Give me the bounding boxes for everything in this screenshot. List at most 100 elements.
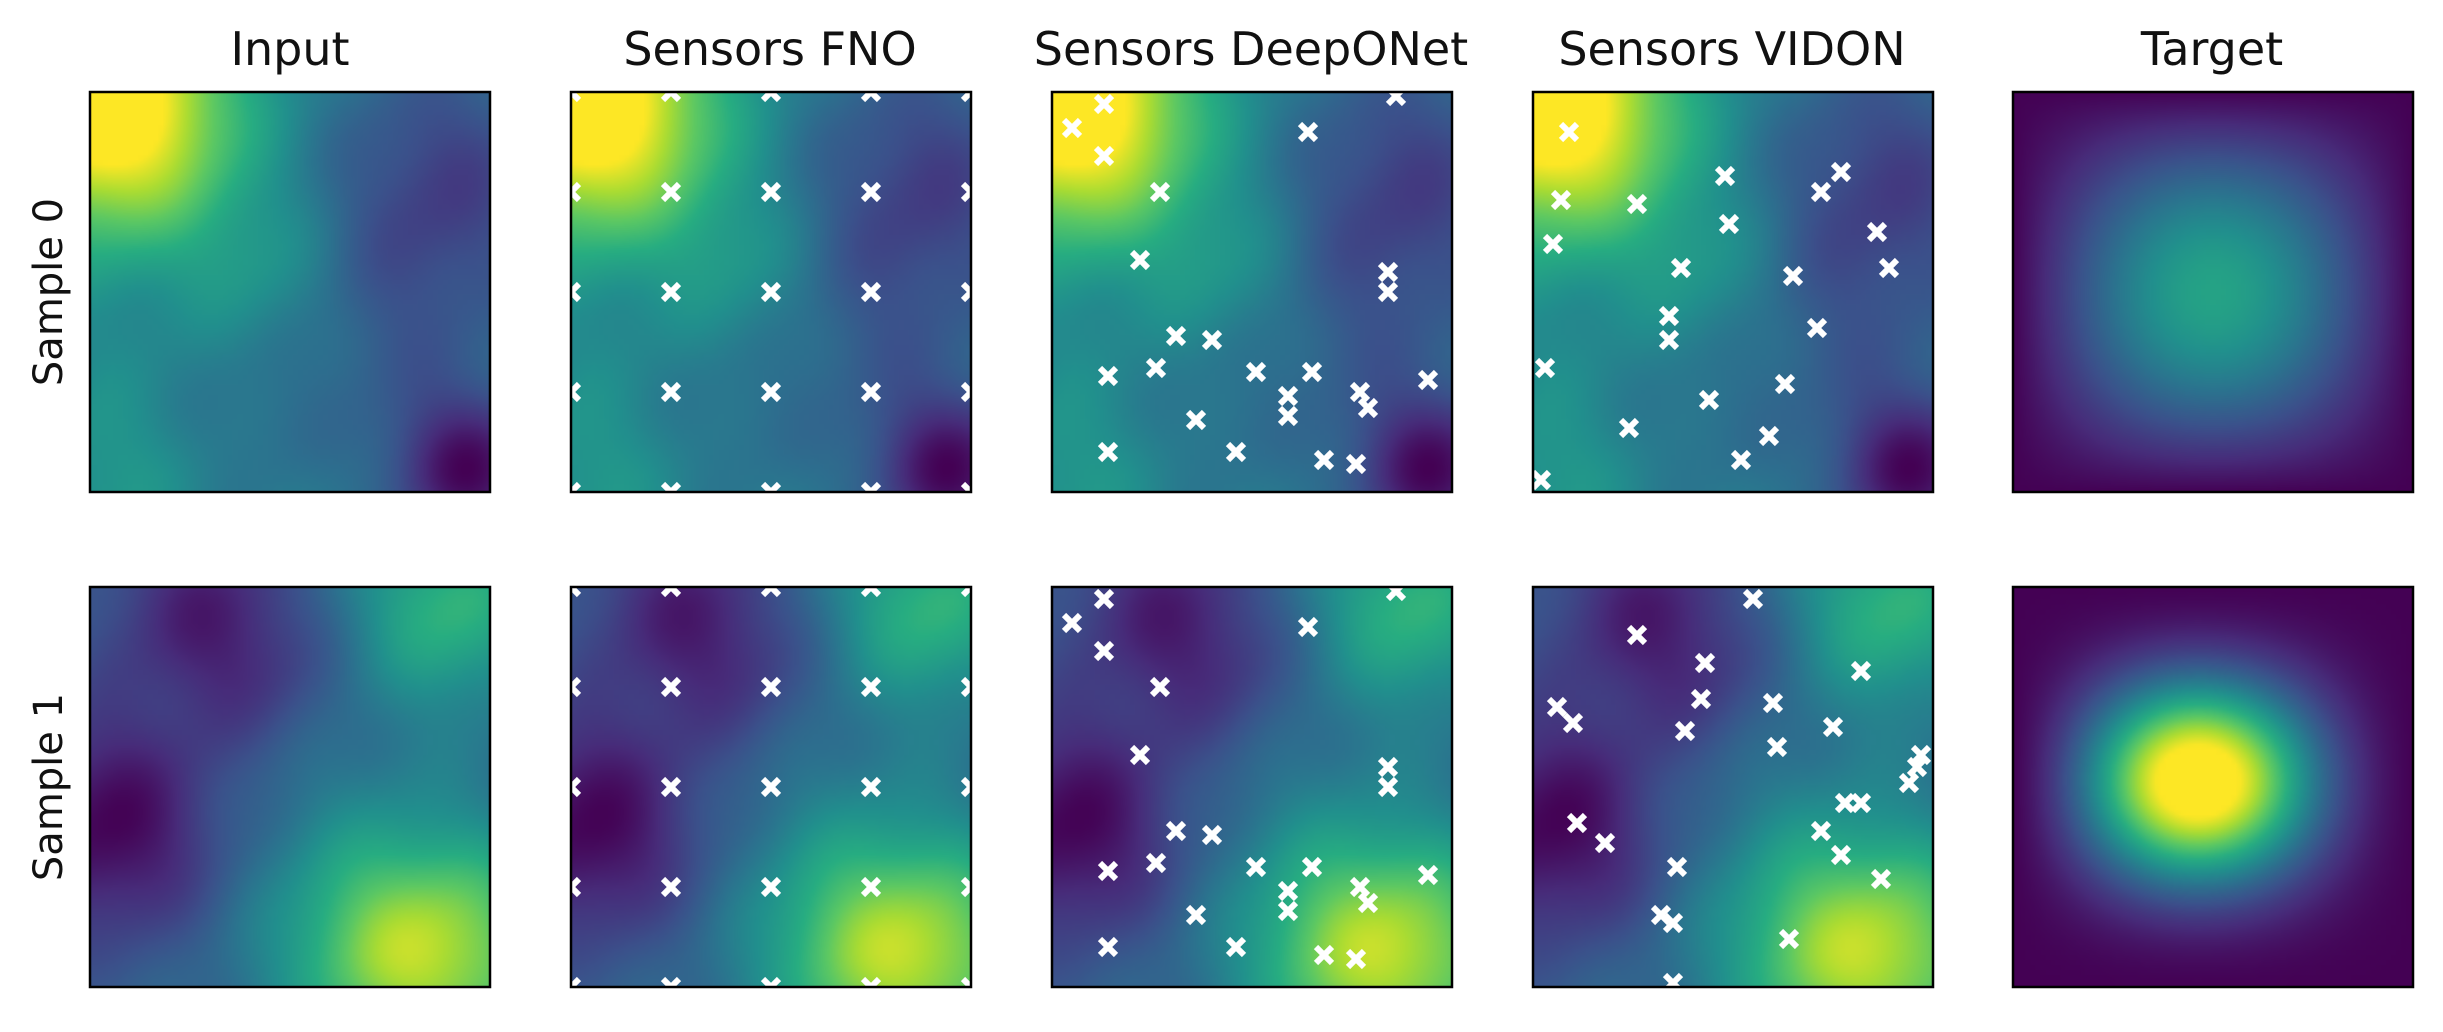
sensor-marker bbox=[860, 92, 882, 103]
sensor-marker bbox=[1277, 405, 1299, 427]
sensor-marker bbox=[571, 481, 582, 492]
panel-frame bbox=[1050, 585, 1454, 989]
sensor-marker bbox=[960, 876, 971, 898]
sensor-marker bbox=[1690, 688, 1712, 710]
sensor-marker bbox=[760, 587, 782, 598]
sensor-marker bbox=[1301, 856, 1323, 878]
sensor-marker bbox=[1097, 441, 1119, 463]
sensor-marker bbox=[1097, 860, 1119, 882]
sensor-marker bbox=[1662, 912, 1684, 934]
sensor-marker bbox=[960, 976, 971, 987]
sensor-marker bbox=[571, 876, 582, 898]
sensor-marker bbox=[1145, 852, 1167, 874]
sensor-marker bbox=[760, 976, 782, 987]
sensor-marker bbox=[1866, 221, 1888, 243]
column-title-sensors-deeponet: Sensors DeepONet bbox=[1034, 22, 1468, 76]
panel-sample-1-input bbox=[88, 585, 492, 989]
sensor-marker bbox=[571, 381, 582, 403]
panel-frame bbox=[2011, 585, 2415, 989]
sensor-marker bbox=[1417, 864, 1439, 886]
sensor-marker bbox=[1185, 409, 1207, 431]
sensor-marker bbox=[1714, 165, 1736, 187]
sensor-group bbox=[1546, 588, 1932, 987]
sensor-marker bbox=[1377, 756, 1399, 778]
panel-sample-0-deeponet bbox=[1050, 90, 1454, 494]
column-title-sensors-vidon: Sensors VIDON bbox=[1558, 22, 1905, 76]
sensor-marker bbox=[1778, 928, 1800, 950]
sensor-marker bbox=[1313, 449, 1335, 471]
sensor-marker bbox=[1594, 832, 1616, 854]
sensor-marker bbox=[571, 976, 582, 987]
sensor-marker bbox=[1910, 744, 1932, 766]
sensor-group bbox=[1061, 92, 1439, 475]
sensor-marker bbox=[760, 876, 782, 898]
sensor-marker bbox=[1357, 397, 1379, 419]
sensor-marker bbox=[1698, 389, 1720, 411]
sensor-marker bbox=[1165, 820, 1187, 842]
sensor-marker bbox=[1906, 756, 1928, 778]
sensor-marker bbox=[1277, 385, 1299, 407]
sensor-marker bbox=[1762, 692, 1784, 714]
panel-frame bbox=[1531, 90, 1935, 494]
sensor-marker bbox=[1806, 317, 1828, 339]
panel-frame bbox=[569, 585, 973, 989]
sensor-marker bbox=[1297, 121, 1319, 143]
panel-sample-0-fno bbox=[569, 90, 973, 494]
sensor-marker bbox=[1129, 744, 1151, 766]
sensor-marker bbox=[860, 676, 882, 698]
sensor-marker bbox=[1149, 676, 1171, 698]
sensor-marker bbox=[860, 587, 882, 598]
sensor-marker bbox=[660, 776, 682, 798]
sensor-marker bbox=[1782, 265, 1804, 287]
sensor-marker bbox=[660, 281, 682, 303]
panel-frame bbox=[2011, 90, 2415, 494]
sensor-marker bbox=[1301, 361, 1323, 383]
sensor-marker bbox=[1245, 856, 1267, 878]
sensor-marker bbox=[1277, 900, 1299, 922]
sensor-marker bbox=[1618, 417, 1640, 439]
sensor-marker bbox=[1662, 972, 1684, 987]
panel-sample-1-fno bbox=[569, 585, 973, 989]
sensor-marker bbox=[1546, 696, 1568, 718]
panel-sample-1-vidon bbox=[1531, 585, 1935, 989]
sensor-marker bbox=[660, 587, 682, 598]
sensor-marker bbox=[571, 676, 582, 698]
sensor-marker bbox=[660, 381, 682, 403]
row-label-sample-0: Sample 0 bbox=[26, 198, 72, 386]
sensor-marker bbox=[860, 776, 882, 798]
sensor-marker bbox=[1730, 449, 1752, 471]
column-title-input: Input bbox=[230, 22, 349, 76]
sensor-marker bbox=[1185, 904, 1207, 926]
sensor-marker bbox=[660, 676, 682, 698]
sensor-marker bbox=[1097, 936, 1119, 958]
sensor-marker bbox=[860, 876, 882, 898]
sensor-marker bbox=[1870, 868, 1892, 890]
sensor-marker bbox=[860, 976, 882, 987]
sensor-marker bbox=[1830, 844, 1852, 866]
sensor-marker bbox=[1670, 257, 1692, 279]
sensor-marker bbox=[1626, 193, 1648, 215]
sensor-marker bbox=[660, 92, 682, 103]
sensor-marker bbox=[1225, 441, 1247, 463]
panel-frame bbox=[88, 90, 492, 494]
sensor-marker bbox=[1542, 233, 1564, 255]
sensor-marker bbox=[1201, 824, 1223, 846]
heatmap-vidon bbox=[1533, 92, 1933, 492]
sensor-marker bbox=[1566, 812, 1588, 834]
sensor-marker bbox=[860, 181, 882, 203]
column-title-sensors-fno: Sensors FNO bbox=[623, 22, 916, 76]
sensor-marker bbox=[960, 381, 971, 403]
sensor-marker bbox=[1878, 257, 1900, 279]
sensor-marker bbox=[1061, 612, 1083, 634]
sensor-marker bbox=[1385, 92, 1407, 107]
sensor-marker bbox=[571, 281, 582, 303]
sensor-marker bbox=[1666, 856, 1688, 878]
sensor-marker bbox=[960, 181, 971, 203]
sensor-marker bbox=[960, 676, 971, 698]
sensor-marker bbox=[1061, 117, 1083, 139]
sensor-marker bbox=[1830, 161, 1852, 183]
sensor-marker bbox=[1297, 616, 1319, 638]
sensor-marker bbox=[1718, 213, 1740, 235]
sensor-marker bbox=[571, 776, 582, 798]
